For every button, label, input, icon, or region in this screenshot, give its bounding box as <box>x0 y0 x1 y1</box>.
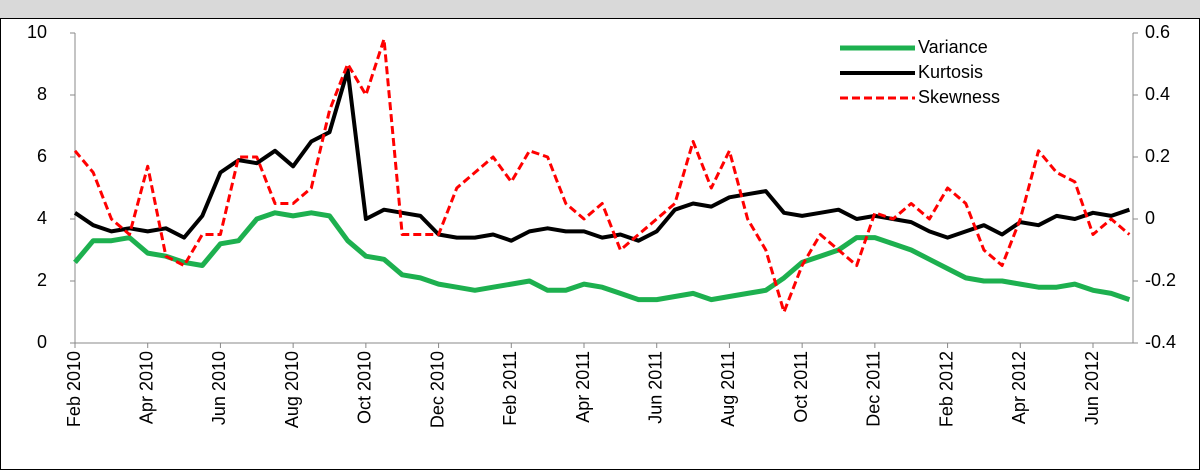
y-tick-label: 4 <box>37 208 47 228</box>
x-tick-label: Dec 2011 <box>864 351 884 427</box>
y2-tick-label: 0 <box>1145 208 1155 228</box>
x-tick-label: Jun 2012 <box>1082 351 1102 425</box>
x-tick-label: Apr 2012 <box>1009 351 1029 424</box>
header-band <box>0 0 1200 18</box>
x-tick-label: Jun 2011 <box>645 351 665 424</box>
y-tick-label: 0 <box>37 332 47 352</box>
x-tick-label: Apr 2011 <box>573 351 593 423</box>
x-tick-label: Feb 2012 <box>936 351 956 427</box>
x-tick-label: Feb 2010 <box>64 351 84 427</box>
y2-tick-label: 0.6 <box>1145 22 1170 42</box>
y2-tick-label: -0.2 <box>1145 270 1176 290</box>
x-tick-label: Apr 2010 <box>136 351 156 424</box>
x-tick-label: Aug 2011 <box>718 351 738 427</box>
legend-label: Kurtosis <box>918 62 983 82</box>
series-line <box>73 68 1131 243</box>
series-line <box>73 210 1131 303</box>
series-line <box>73 37 1131 314</box>
legend-label: Variance <box>918 37 988 57</box>
y2-tick-label: 0.2 <box>1145 146 1170 166</box>
y2-tick-label: 0.4 <box>1145 84 1170 104</box>
x-tick-label: Jun 2010 <box>209 351 229 425</box>
y2-tick-label: -0.4 <box>1145 332 1176 352</box>
y-tick-label: 2 <box>37 270 47 290</box>
x-tick-label: Feb 2011 <box>500 351 520 426</box>
x-tick-label: Aug 2010 <box>282 351 302 428</box>
x-tick-label: Oct 2011 <box>791 351 811 423</box>
legend-label: Skewness <box>918 87 1000 107</box>
y-tick-label: 10 <box>27 22 47 42</box>
y-tick-label: 6 <box>37 146 47 166</box>
x-tick-label: Oct 2010 <box>355 351 375 424</box>
x-tick-label: Dec 2010 <box>427 351 447 428</box>
y-tick-label: 8 <box>37 84 47 104</box>
